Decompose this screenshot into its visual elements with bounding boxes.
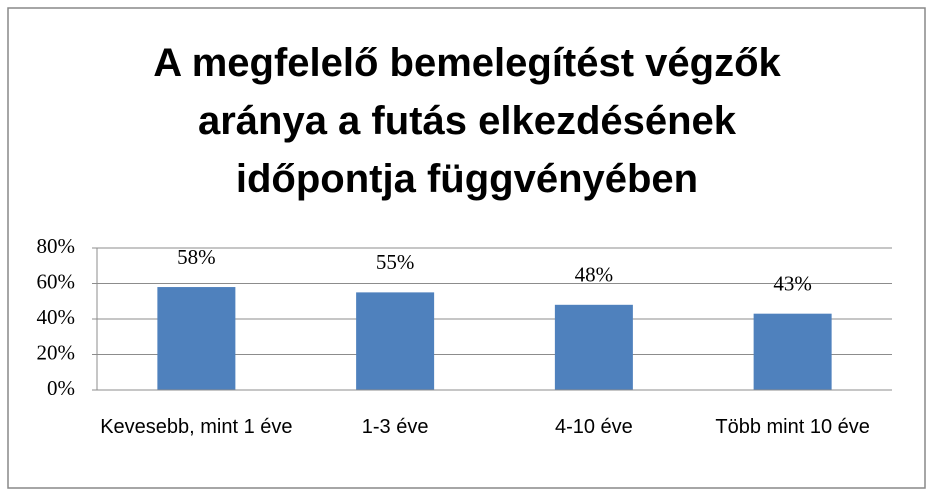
chart-title: A megfelelő bemelegítést végzők aránya a…: [153, 41, 781, 201]
bar: [554, 304, 633, 390]
y-tick-label: 0%: [47, 376, 75, 400]
y-tick-label: 20%: [37, 340, 76, 364]
y-tick-label: 40%: [37, 305, 76, 329]
value-label: 58%: [177, 245, 216, 269]
bar: [753, 313, 832, 390]
y-tick-label: 80%: [37, 234, 76, 258]
value-label: 55%: [376, 250, 415, 274]
chart-border: [7, 7, 926, 489]
bar: [356, 292, 435, 390]
bar: [157, 287, 236, 390]
value-label: 43%: [773, 271, 812, 295]
x-tick-label: Több mint 10 éve: [715, 416, 870, 438]
x-tick-label: 1-3 éve: [361, 416, 429, 438]
x-tick-label: 4-10 éve: [554, 416, 633, 438]
y-tick-label: 60%: [37, 269, 76, 293]
x-tick-label: Kevesebb, mint 1 éve: [100, 416, 293, 438]
value-label: 48%: [575, 263, 614, 287]
